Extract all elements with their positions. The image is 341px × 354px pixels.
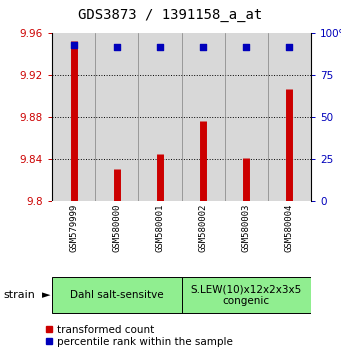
Point (114, 44, 119, 50)
Text: GSM580004: GSM580004 (285, 204, 294, 252)
Text: GDS3873 / 1391158_a_at: GDS3873 / 1391158_a_at (78, 8, 263, 22)
Text: GSM580001: GSM580001 (155, 204, 164, 252)
Point (157, 44, 163, 50)
Text: GSM580002: GSM580002 (198, 204, 208, 252)
Point (243, 44, 249, 50)
Text: GSM580003: GSM580003 (242, 204, 251, 252)
Text: Dahl salt-sensitve: Dahl salt-sensitve (70, 290, 164, 300)
Bar (52, 277, 181, 314)
Text: S.LEW(10)x12x2x3x5
congenic: S.LEW(10)x12x2x3x5 congenic (191, 284, 302, 306)
Point (287, 44, 292, 50)
Point (201, 44, 206, 50)
Bar (181, 277, 311, 314)
Text: strain: strain (3, 290, 35, 300)
Text: GSM579999: GSM579999 (69, 204, 78, 252)
Point (71, 42, 76, 48)
Text: GSM580000: GSM580000 (112, 204, 121, 252)
Legend: transformed count, percentile rank within the sample: transformed count, percentile rank withi… (46, 325, 233, 347)
Text: ►: ► (42, 290, 50, 300)
